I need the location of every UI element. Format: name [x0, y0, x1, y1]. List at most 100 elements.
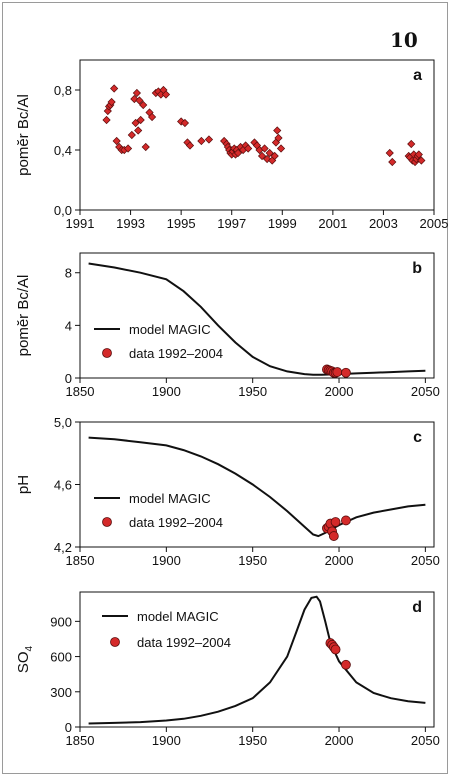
y-axis-label: pomĕr Bc/Al [15, 275, 32, 357]
data-point-marker [341, 515, 351, 526]
x-tick-label: 1950 [238, 384, 267, 399]
plot-frame [79, 252, 435, 379]
x-tick-label: 1993 [116, 216, 145, 231]
data-point-marker [185, 141, 195, 150]
panel-label: d [412, 599, 422, 616]
data-point-marker [263, 154, 272, 164]
data-point-marker [330, 644, 341, 655]
chart-panel-c: pH [15, 421, 435, 552]
x-tick-label: 1950 [238, 553, 267, 568]
x-tick-label: 1900 [152, 384, 181, 399]
data-point-marker [102, 115, 111, 125]
x-tick-label: 1850 [66, 384, 95, 399]
data-point-marker [123, 144, 133, 153]
data-point-marker [244, 144, 253, 153]
data-point-marker [112, 136, 121, 146]
x-tick-label: 1950 [238, 733, 267, 748]
y-tick-label: 600 [50, 650, 72, 665]
data-point-marker [110, 84, 119, 93]
x-tick-label: 1991 [66, 216, 95, 231]
y-tick-label: 900 [50, 614, 72, 629]
data-point-marker [136, 115, 145, 125]
data-point-marker [407, 139, 416, 149]
y-tick-label: 0,0 [54, 203, 72, 218]
x-tick-label: 2050 [411, 553, 440, 568]
plot-frame [79, 591, 435, 728]
x-tick-label: 1997 [217, 216, 246, 231]
x-tick-label: 2000 [325, 553, 354, 568]
data-point-marker [233, 148, 243, 158]
x-tick-label: 2000 [325, 733, 354, 748]
data-point-marker [414, 150, 423, 159]
data-point-marker [132, 88, 141, 98]
y-tick-label: 4,2 [54, 540, 72, 555]
legend-marker-swatch [102, 517, 112, 527]
data-point-marker [417, 156, 426, 165]
x-tick-label: 1900 [152, 733, 181, 748]
y-tick-label: 8 [65, 266, 72, 281]
legend-marker-swatch [102, 348, 112, 358]
x-tick-label: 2050 [411, 384, 440, 399]
data-point-marker [388, 157, 397, 167]
data-point-marker [103, 106, 112, 116]
chart-panel-d: SO4 [15, 591, 435, 732]
x-tick-label: 1850 [66, 733, 95, 748]
plot-frame [79, 59, 435, 211]
legend-label-model: model MAGIC [129, 491, 211, 506]
legend-marker-swatch [110, 637, 120, 647]
y-tick-label: 300 [50, 685, 72, 700]
data-point-marker [276, 144, 286, 153]
data-point-marker [260, 144, 269, 153]
y-axis-label: SO4 [15, 645, 35, 673]
chart-panel-a: pomĕr Bc/Al [15, 59, 435, 215]
y-tick-label: 0,8 [54, 83, 72, 98]
data-point-marker [332, 367, 343, 377]
series-line-model-magic [88, 436, 426, 538]
legend-label-model: model MAGIC [129, 322, 211, 337]
x-tick-label: 1999 [268, 216, 297, 231]
x-tick-label: 2000 [325, 384, 354, 399]
data-point-marker [274, 133, 283, 143]
y-axis-label: pomĕr Bc/Al [15, 94, 32, 176]
data-point-marker [197, 136, 206, 146]
data-point-marker [273, 126, 282, 135]
series-line-model-magic [88, 262, 426, 376]
x-tick-label: 2003 [369, 216, 398, 231]
legend-label-data: data 1992–2004 [129, 346, 223, 361]
data-point-marker [341, 367, 351, 378]
panel-label: a [413, 67, 422, 84]
page-number: 10 [390, 28, 418, 52]
data-point-marker [147, 112, 157, 122]
data-point-marker [265, 148, 274, 158]
panel-label: c [413, 429, 422, 446]
x-tick-label: 1900 [152, 553, 181, 568]
legend-label-model: model MAGIC [137, 609, 219, 624]
chart-panel-b: pomĕr Bc/Al [15, 252, 435, 383]
data-point-marker [134, 126, 143, 135]
x-tick-label: 2001 [318, 216, 347, 231]
data-point-marker [257, 151, 267, 161]
data-point-marker [127, 130, 136, 140]
data-point-marker [135, 96, 144, 105]
data-point-marker [330, 517, 341, 527]
y-tick-label: 0 [65, 371, 72, 386]
y-tick-label: 4,6 [54, 478, 72, 493]
data-point-marker [328, 531, 339, 541]
x-tick-label: 2005 [420, 216, 449, 231]
data-point-marker [341, 659, 351, 670]
data-point-marker [107, 97, 116, 107]
data-point-marker [141, 142, 150, 152]
data-point-marker [180, 118, 190, 128]
series-line-model-magic [88, 595, 426, 725]
figure-frame [2, 2, 448, 774]
y-axis-label: pH [15, 475, 32, 494]
data-point-marker [385, 148, 394, 158]
data-point-marker [161, 90, 171, 99]
y-tick-label: 0 [65, 720, 72, 735]
panel-label: b [412, 260, 422, 277]
data-point-marker [139, 100, 148, 110]
x-tick-label: 1850 [66, 553, 95, 568]
y-tick-label: 0,4 [54, 143, 72, 158]
data-point-marker [131, 118, 140, 128]
